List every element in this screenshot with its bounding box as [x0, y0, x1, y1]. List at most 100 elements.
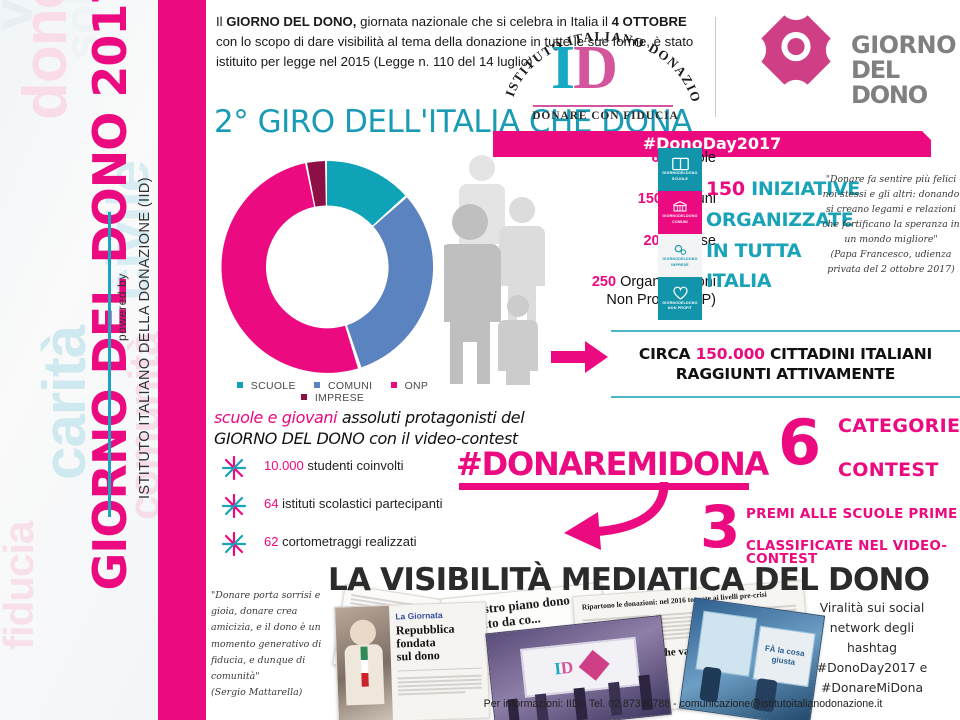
bullet-institutes: 64 istituti scolastici partecipanti [220, 493, 530, 532]
intro-text-2: giornata nazionale che si celebra in Ita… [356, 14, 612, 29]
social-line-5: #DonareMiDona [820, 680, 924, 696]
intro-text-3: con lo scopo di dare visibilità al tema … [216, 34, 694, 70]
legend-label-comuni: COMUNI [327, 380, 373, 392]
badge-non-profit: GIORNODELDONO NON PROFIT [658, 277, 702, 320]
iid-letters: ID [551, 34, 618, 102]
categories-text: CATEGORIE CONTEST [838, 417, 960, 480]
chart-legend: SCUOLE COMUNI ONP IMPRESE [220, 380, 450, 404]
social-line-4: #DonoDay2017 e [816, 660, 928, 676]
bullet-number-shorts: 62 [264, 534, 279, 549]
legend-item-imprese: IMPRESE [300, 392, 369, 404]
hashtag-banner: #DonoDay2017 [493, 131, 931, 157]
iid-arc-text-icon: ISTITUTO ITALIANO DONAZIONE [493, 9, 703, 105]
prizes-text: PREMI ALLE SCUOLE PRIME CLASSIFICATE NEL… [746, 507, 960, 567]
logo-separator [715, 17, 716, 117]
right-arrow-icon [551, 341, 608, 373]
legend-label-imprese: IMPRESE [314, 392, 365, 404]
legend-label-scuole: SCUOLE [250, 380, 296, 392]
badge-label-onp: NON PROFIT [667, 306, 693, 310]
video-contest-bullets: 10.000 studenti coinvolti 64 istituti sc… [220, 455, 530, 570]
badge-kicker-scuole: GIORNODELDONO [662, 171, 698, 176]
categories-line-1: CATEGORIE [838, 415, 960, 437]
slice-imprese [307, 161, 326, 207]
iid-letter-i: I [551, 34, 575, 102]
iniziative-word: INIZIATIVE [751, 178, 860, 200]
categories-number: 6 [778, 406, 822, 479]
iid-logo: ISTITUTO ITALIANO DONAZIONE ID DONARE CO… [493, 9, 711, 127]
footer-contact: Per informazioni: IID - Tel. 02.87390788… [483, 698, 883, 710]
pope-quote: "Donare fa sentire più felici noi stessi… [818, 172, 960, 277]
badge-imprese: GIORNODELDONO IMPRESE [658, 234, 702, 277]
gears-icon [674, 244, 686, 255]
circa-line-1: CIRCA 150.000 CITTADINI ITALIANI [611, 344, 960, 364]
giorno-del-dono-logo: GIORNO DEL DONO [733, 5, 957, 130]
badge-comuni: GIORNODELDONO COMUNI [658, 191, 702, 234]
slice-onp [221, 163, 358, 373]
iid-letter-d: D [573, 34, 618, 102]
iniziative-line-2: ORGANIZZATE [706, 208, 854, 231]
intro-paragraph: Il GIORNO DEL DONO, giornata nazionale c… [216, 12, 696, 72]
video-contest-line2: GIORNO DEL DONO con il video-contest [214, 428, 518, 448]
donut-chart: SCUOLE COMUNI ONP IMPRESE [212, 152, 442, 404]
prizes-number: 3 [700, 493, 741, 561]
iniziative-number: 150 [706, 178, 745, 200]
circa-box: CIRCA 150.000 CITTADINI ITALIANI RAGGIUN… [611, 330, 960, 398]
iniziative-line-3: IN TUTTA ITALIA [706, 239, 802, 293]
badge-label-imprese: IMPRESE [671, 262, 689, 267]
bullet-text-students: studenti coinvolti [303, 458, 404, 473]
stat-number-imprese: 20 [643, 232, 660, 249]
diamond-flower-icon [753, 7, 839, 93]
donaremidona-hashtag: #DONAREMIDONA [456, 445, 769, 483]
gdd-wordmark: GIORNO DEL DONO [851, 32, 957, 109]
bullet-text-shorts: cortometraggi realizzati [278, 534, 417, 549]
badge-icon-column: GIORNODELDONO SCUOLE GIORNODELDONO COMUN… [658, 148, 702, 320]
slice-scuole [327, 160, 406, 226]
donut-chart-svg [221, 160, 434, 373]
legend-item-comuni: COMUNI [313, 380, 377, 392]
social-line-3: hashtag [846, 640, 898, 656]
video-contest-rest: assoluti protagonisti del [337, 408, 525, 427]
clipping-a-head-3: sul dono [396, 648, 441, 664]
bullet-number-students: 10.000 [264, 458, 304, 473]
media-section-title: LA VISIBILITÀ MEDIATICA DEL DONO [328, 562, 930, 598]
bullet-students: 10.000 studenti coinvolti [220, 455, 530, 494]
video-contest-highlight: scuole e giovani [214, 408, 338, 427]
badge-label-scuole: SCUOLE [671, 176, 689, 181]
intro-text-1: Il [216, 14, 227, 29]
intro-bold-gdd: GIORNO DEL DONO, [226, 14, 357, 29]
iniziative-block: 150 INIZIATIVE ORGANIZZATE IN TUTTA ITAL… [706, 174, 866, 297]
badge-kicker-onp: GIORNODELDONO [662, 300, 698, 305]
main-content: Il GIORNO DEL DONO, giornata nazionale c… [206, 0, 960, 720]
prizes-line-2: CLASSIFICATE NEL VIDEO-CONTEST [746, 537, 948, 567]
people-silhouettes-icon [444, 155, 545, 385]
left-pink-stripe [158, 0, 206, 720]
circa-rule-top [611, 330, 960, 332]
asterisk-icon [221, 531, 247, 557]
circa-line-2: RAGGIUNTI ATTIVAMENTE [675, 365, 896, 384]
legend-item-scuole: SCUOLE [236, 380, 301, 392]
mattarella-quote-text: "Donare porta sorrisi e gioia, donare cr… [211, 590, 322, 682]
legend-item-onp: ONP [390, 380, 434, 392]
social-line-1: Viralità sui social [819, 600, 925, 615]
logo-block: ISTITUTO ITALIANO DONAZIONE ID DONARE CO… [493, 5, 957, 160]
video-contest-intro: scuole e giovani assoluti protagonisti d… [214, 408, 544, 450]
heart-icon [672, 286, 688, 300]
bullet-text-institutes: istituti scolastici partecipanti [278, 496, 443, 511]
social-line-2: network degli [829, 620, 915, 636]
intro-bold-date: 4 OTTOBRE [611, 14, 687, 29]
iid-rule [533, 105, 673, 107]
circa-body: CIRCA 150.000 CITTADINI ITALIANI RAGGIUN… [611, 332, 960, 396]
left-texture-panel: volontariato dono solidale civile carità… [0, 0, 158, 720]
pope-quote-text: "Donare fa sentire più felici noi stessi… [822, 174, 960, 246]
circa-prefix: CIRCA [638, 345, 696, 363]
categories-line-2: CONTEST [838, 459, 939, 481]
legend-label-onp: ONP [404, 380, 429, 392]
iniziative-line-1: 150 INIZIATIVE [706, 174, 866, 205]
mattarella-quote: "Donare porta sorrisi e gioia, donare cr… [211, 588, 329, 701]
circa-number: 150.000 [695, 345, 765, 363]
curved-arrow-icon [564, 482, 669, 550]
book-icon [671, 157, 689, 171]
circa-suffix: CITTADINI ITALIANI [764, 345, 933, 363]
stat-number-onp: 250 [591, 274, 617, 291]
